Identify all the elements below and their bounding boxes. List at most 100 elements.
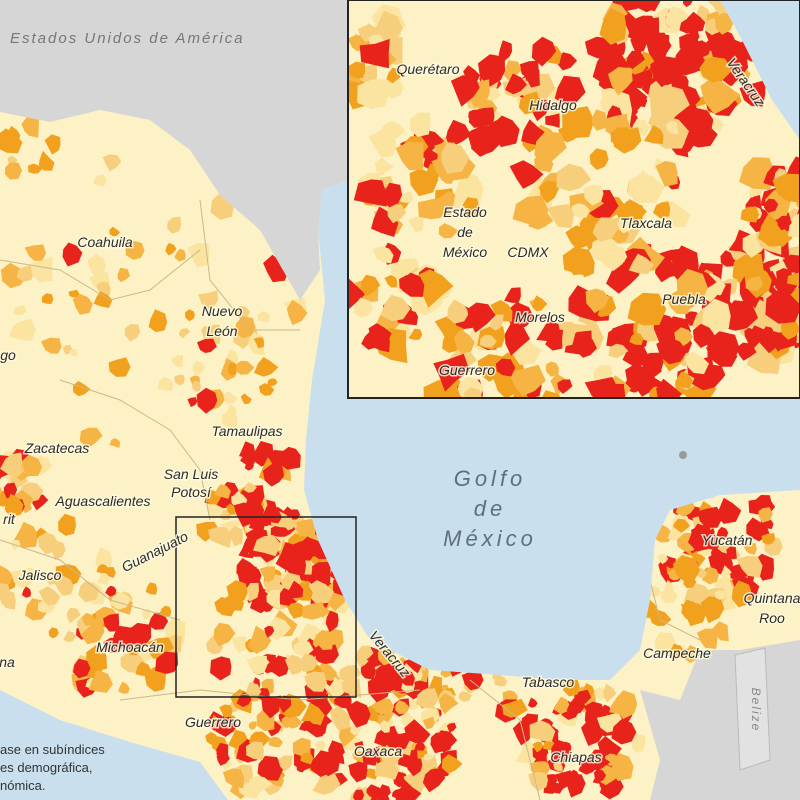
patch bbox=[384, 275, 398, 288]
patch bbox=[603, 683, 617, 703]
patch bbox=[87, 254, 106, 279]
state-label: Campeche bbox=[643, 645, 711, 661]
patch bbox=[683, 575, 697, 589]
patch bbox=[205, 731, 219, 746]
patch bbox=[726, 546, 737, 560]
patch bbox=[628, 174, 665, 204]
patch bbox=[583, 184, 604, 206]
state-label: Guerrero bbox=[185, 714, 241, 730]
patch bbox=[295, 653, 319, 673]
patch bbox=[41, 293, 54, 304]
inset-sea bbox=[720, 0, 800, 140]
patch bbox=[471, 130, 494, 157]
patch bbox=[714, 589, 727, 600]
patch bbox=[445, 119, 471, 146]
patch bbox=[174, 374, 185, 386]
inset-patches bbox=[348, 0, 800, 398]
patch bbox=[589, 148, 609, 170]
patch bbox=[684, 29, 700, 45]
patch bbox=[758, 213, 787, 247]
line: Quintana bbox=[744, 590, 800, 606]
patch bbox=[658, 553, 669, 565]
patch bbox=[386, 67, 403, 84]
patch bbox=[219, 704, 233, 718]
patch bbox=[655, 160, 678, 187]
patch bbox=[502, 698, 528, 718]
pacific-ocean bbox=[0, 690, 228, 800]
patch bbox=[422, 768, 446, 793]
patch bbox=[311, 566, 329, 581]
patch bbox=[653, 201, 671, 219]
patch bbox=[602, 245, 628, 272]
patch bbox=[450, 75, 480, 107]
municipality-patches bbox=[0, 115, 783, 800]
patch bbox=[610, 127, 631, 147]
patch bbox=[287, 580, 304, 599]
patch bbox=[568, 285, 602, 322]
patch bbox=[72, 293, 93, 315]
patch bbox=[329, 705, 351, 731]
patch bbox=[266, 589, 281, 609]
line: San Luis bbox=[164, 466, 218, 482]
patch bbox=[227, 362, 237, 376]
line: de bbox=[457, 224, 473, 240]
patch bbox=[409, 112, 431, 137]
patch bbox=[557, 379, 573, 394]
patch bbox=[716, 526, 729, 540]
patch bbox=[634, 68, 653, 86]
patch bbox=[148, 612, 169, 630]
patch bbox=[503, 60, 522, 81]
state-label: Hidalgo bbox=[529, 97, 577, 113]
patch bbox=[409, 168, 439, 197]
patch bbox=[325, 610, 339, 633]
patch bbox=[661, 589, 678, 603]
patch bbox=[21, 454, 43, 477]
state-label: San Luis Potosí bbox=[164, 466, 218, 500]
patch bbox=[628, 0, 661, 12]
patch bbox=[504, 322, 531, 356]
patch bbox=[468, 109, 483, 122]
patch bbox=[155, 651, 179, 674]
patch bbox=[148, 309, 168, 333]
line: Nuevo bbox=[202, 303, 243, 319]
patch bbox=[253, 535, 281, 557]
patch bbox=[498, 40, 512, 63]
patch bbox=[192, 360, 206, 377]
patch bbox=[416, 688, 439, 709]
patch bbox=[561, 774, 586, 798]
patch bbox=[656, 337, 688, 365]
patch bbox=[263, 254, 289, 283]
patch bbox=[512, 720, 533, 746]
patch bbox=[290, 696, 300, 706]
patch bbox=[329, 676, 349, 700]
patch bbox=[157, 376, 174, 391]
patch bbox=[96, 564, 109, 574]
patch bbox=[395, 700, 410, 714]
patch bbox=[553, 761, 563, 772]
patch bbox=[700, 75, 741, 115]
patch bbox=[78, 580, 100, 603]
patch bbox=[225, 503, 236, 515]
patch bbox=[166, 216, 182, 234]
patch bbox=[716, 497, 742, 524]
patch bbox=[359, 38, 390, 69]
legend-note: ase en subíndices es demográfica, nómica. bbox=[0, 742, 105, 793]
line: Estado bbox=[443, 204, 487, 220]
patch bbox=[354, 654, 369, 668]
patch bbox=[214, 484, 231, 499]
patch bbox=[258, 383, 275, 396]
patch bbox=[281, 578, 291, 586]
state-label: Tlaxcala bbox=[620, 215, 672, 231]
patch bbox=[235, 316, 256, 339]
inset bbox=[347, 0, 800, 399]
patch bbox=[377, 646, 396, 666]
patch bbox=[298, 721, 315, 731]
patch bbox=[135, 661, 152, 676]
patch bbox=[40, 337, 62, 354]
patch bbox=[292, 546, 301, 556]
patch bbox=[293, 641, 314, 656]
patch bbox=[187, 242, 210, 268]
patch bbox=[228, 526, 243, 547]
state-label: Guerrero bbox=[439, 362, 495, 378]
patch bbox=[315, 629, 334, 650]
